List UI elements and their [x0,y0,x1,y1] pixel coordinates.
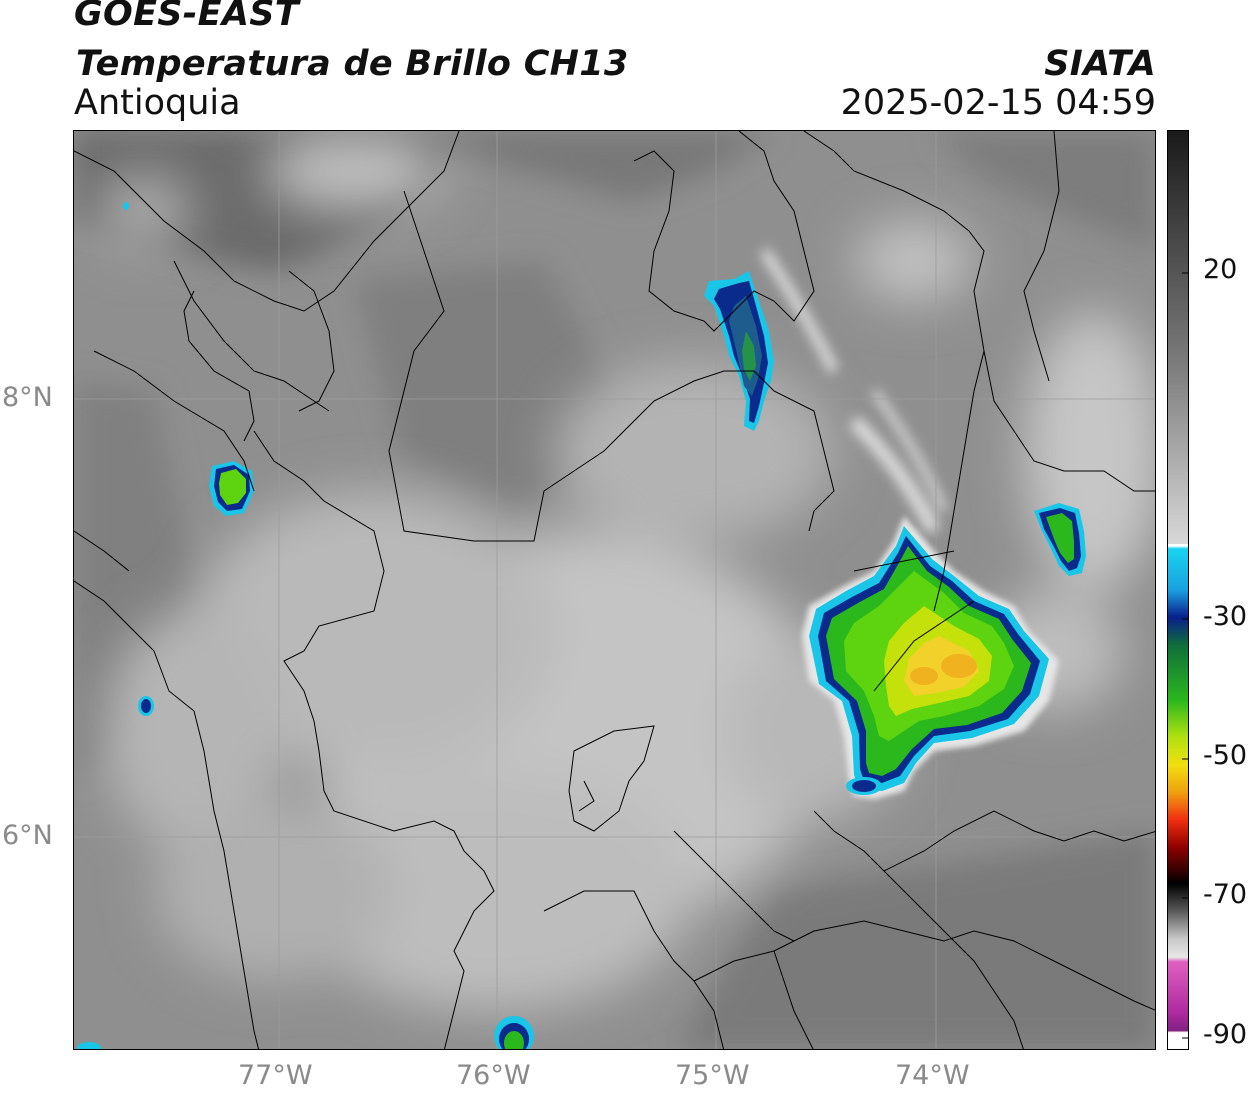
boundaries [74,131,1155,1049]
colorbar-tick-minus30: -30 [1203,601,1248,632]
colorbar-gradient [1168,131,1188,1049]
product-title: Temperatura de Brillo CH13 [76,44,629,84]
convective-cell-west [209,461,254,516]
colorbar [1167,130,1189,1050]
colorbar-tick-minus90: -90 [1203,1019,1248,1050]
anvil-streaks [759,248,948,535]
datetime-label: 2025-02-15 04:59 [840,83,1156,123]
lat-label-8n: 8°N [2,382,53,413]
colorbar-tick-minus70: -70 [1203,879,1248,910]
lat-label-6n: 6°N [2,820,53,851]
satellite-title: GOES-EAST [74,0,299,34]
graticule [74,131,1155,1049]
small-cells [77,202,882,1049]
convective-cell-east [1034,503,1086,576]
lon-label-76w: 76°W [456,1060,531,1091]
colorbar-tick-20: 20 [1203,254,1238,285]
lon-label-75w: 75°W [675,1060,750,1091]
satellite-map[interactable] [73,130,1156,1050]
map-canvas [74,131,1155,1049]
convective-cell-main [802,516,1059,799]
lon-label-74w: 74°W [895,1060,970,1091]
region-label: Antioquia [74,83,241,123]
colorbar-tick-minus50: -50 [1203,740,1248,771]
lon-label-77w: 77°W [238,1060,313,1091]
agency-label: SIATA [1044,44,1156,84]
